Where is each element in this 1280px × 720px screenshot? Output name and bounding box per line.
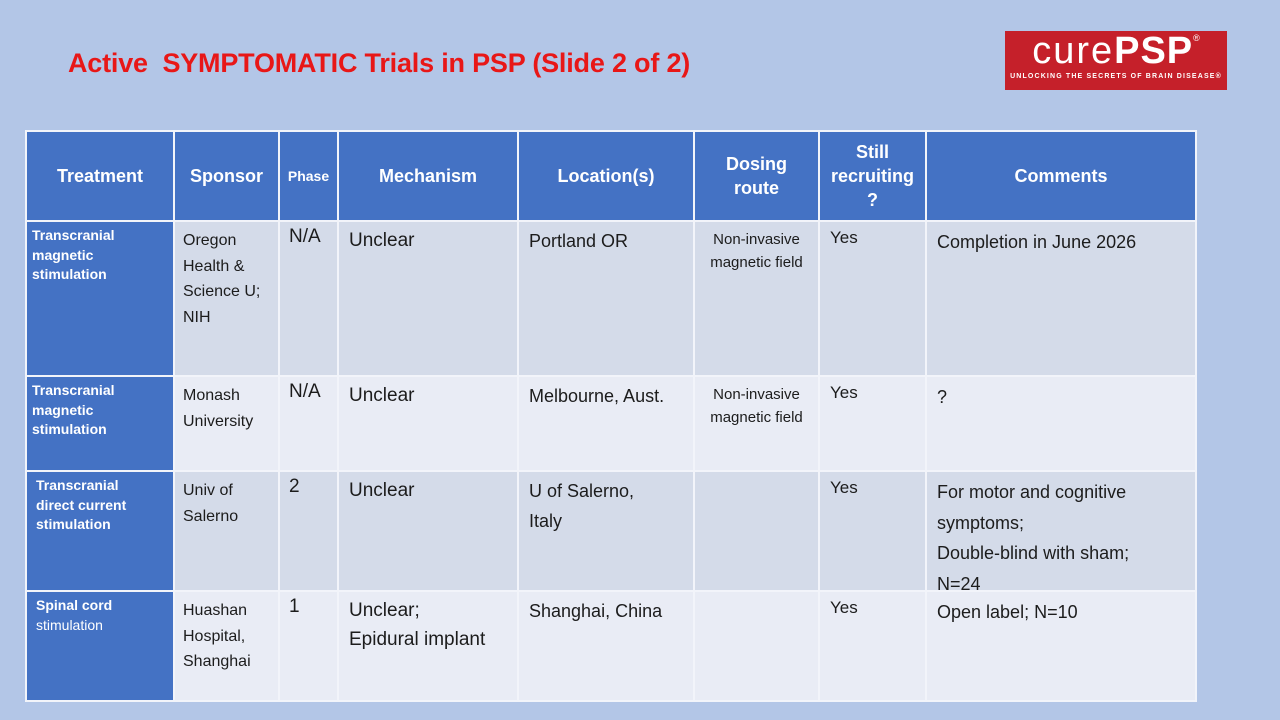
column-header-comments: Comments: [927, 132, 1195, 220]
cell-recruiting: Yes: [820, 472, 925, 590]
treatment-name-rest: stimulation: [36, 616, 103, 633]
cell-dosing-route: Non-invasive magnetic field: [695, 377, 818, 470]
column-header-sponsor: Sponsor: [175, 132, 278, 220]
cell-mechanism: Unclear: [339, 377, 517, 470]
column-header-recruiting: Still recruiting ?: [820, 132, 925, 220]
cell-sponsor: Monash University: [175, 377, 278, 470]
cell-treatment: Transcranial direct current stimulation: [27, 472, 173, 590]
cell-dosing-route: [695, 472, 818, 590]
cell-dosing-route: [695, 592, 818, 700]
logo-cure-text: cure: [1032, 30, 1115, 72]
treatment-name: Transcranial magnetic stimulation: [32, 227, 115, 283]
cell-comments: Completion in June 2026: [927, 222, 1195, 375]
registered-mark-icon: ®: [1193, 33, 1200, 43]
treatment-name: Transcranial magnetic stimulation: [32, 382, 115, 438]
cell-treatment: Transcranial magnetic stimulation: [27, 222, 173, 375]
cell-recruiting: Yes: [820, 377, 925, 470]
cell-treatment: Transcranial magnetic stimulation: [27, 377, 173, 470]
logo-tagline: UNLOCKING THE SECRETS OF BRAIN DISEASE®: [1010, 73, 1222, 80]
cell-sponsor: Univ of Salerno: [175, 472, 278, 590]
column-header-dosing-route: Dosing route: [695, 132, 818, 220]
treatment-name: Spinal cord: [36, 597, 113, 613]
curepsp-logo: cure PSP ® UNLOCKING THE SECRETS OF BRAIN …: [1005, 31, 1227, 90]
cell-sponsor: Oregon Health & Science U; NIH: [175, 222, 278, 375]
cell-treatment: Spinal cord stimulation: [27, 592, 173, 700]
curepsp-wordmark: cure PSP ®: [1032, 32, 1200, 70]
cell-location: Melbourne, Aust.: [519, 377, 693, 470]
cell-dosing-route: Non-invasive magnetic field: [695, 222, 818, 375]
treatment-name: Transcranial direct current stimulation: [36, 477, 127, 533]
cell-mechanism: Unclear: [339, 222, 517, 375]
cell-location: U of Salerno, Italy: [519, 472, 693, 590]
cell-recruiting: Yes: [820, 222, 925, 375]
cell-sponsor: Huashan Hospital, Shanghai: [175, 592, 278, 700]
cell-phase: N/A: [280, 377, 337, 470]
trials-table: Treatment Sponsor Phase Mechanism Locati…: [25, 130, 1197, 702]
column-header-treatment: Treatment: [27, 132, 173, 220]
cell-mechanism: Unclear: [339, 472, 517, 590]
cell-comments: Open label; N=10: [927, 592, 1195, 700]
cell-location: Shanghai, China: [519, 592, 693, 700]
slide-title: Active SYMPTOMATIC Trials in PSP (Slide …: [68, 48, 691, 78]
logo-psp-text: PSP: [1114, 30, 1194, 72]
cell-phase: 2: [280, 472, 337, 590]
column-header-location: Location(s): [519, 132, 693, 220]
cell-recruiting: Yes: [820, 592, 925, 700]
cell-mechanism: Unclear; Epidural implant: [339, 592, 517, 700]
cell-comments: For motor and cognitive symptoms; Double…: [927, 472, 1195, 590]
column-header-phase: Phase: [280, 132, 337, 220]
cell-phase: 1: [280, 592, 337, 700]
cell-location: Portland OR: [519, 222, 693, 375]
cell-phase: N/A: [280, 222, 337, 375]
cell-comments: ?: [927, 377, 1195, 470]
column-header-mechanism: Mechanism: [339, 132, 517, 220]
